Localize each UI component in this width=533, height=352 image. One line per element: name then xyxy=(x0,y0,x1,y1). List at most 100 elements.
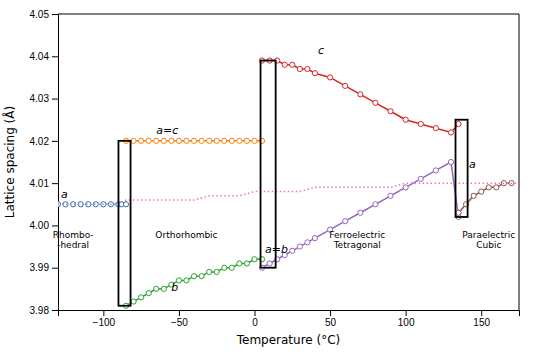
point xyxy=(191,274,196,279)
point xyxy=(358,210,363,215)
point xyxy=(191,138,196,143)
phase-label: Orthorhombic xyxy=(155,230,217,240)
transition-box xyxy=(456,120,468,217)
tick-label: 4.05 xyxy=(30,9,50,20)
axis-line xyxy=(59,311,520,317)
tick: 3.98 xyxy=(30,305,58,316)
point xyxy=(290,62,295,67)
point xyxy=(131,299,136,304)
tick-mark xyxy=(254,310,255,316)
tick: 0 xyxy=(252,310,258,328)
axis-line xyxy=(52,15,59,311)
point xyxy=(222,265,227,270)
line xyxy=(126,259,262,306)
point xyxy=(456,121,461,126)
point xyxy=(237,261,242,266)
point xyxy=(214,269,219,274)
point xyxy=(373,100,378,105)
point xyxy=(237,138,242,143)
point xyxy=(418,176,423,181)
frame xyxy=(519,14,520,310)
tick-mark xyxy=(481,310,482,316)
point xyxy=(297,244,302,249)
point xyxy=(222,138,227,143)
point xyxy=(448,130,453,135)
tick-mark xyxy=(52,183,58,184)
phase-label: FerroelectricTetragonal xyxy=(329,230,385,250)
point xyxy=(214,138,219,143)
tick: 4.02 xyxy=(30,136,58,147)
tick-label: −50 xyxy=(171,317,188,328)
phase-label: Rhombo--hedral xyxy=(53,230,94,250)
markers xyxy=(123,138,264,143)
point xyxy=(312,71,317,76)
point xyxy=(146,138,151,143)
point xyxy=(327,75,332,80)
line xyxy=(58,183,519,204)
point xyxy=(154,286,159,291)
y-axis: 3.98 3.99 4.00 4.01 4.02 4.03 4.04 4.05 xyxy=(30,9,59,316)
tick-mark xyxy=(52,56,58,57)
tick-label: 150 xyxy=(473,317,490,328)
point xyxy=(184,138,189,143)
transition-box xyxy=(261,61,276,268)
point xyxy=(290,248,295,253)
tick-mark xyxy=(52,268,58,269)
curve-label: b xyxy=(171,281,178,294)
point xyxy=(184,278,189,283)
plot: −100−500501001503.983.994.004.014.024.03… xyxy=(30,9,520,328)
tick-mark xyxy=(52,225,58,226)
point xyxy=(403,185,408,190)
tick: −100 xyxy=(93,310,116,328)
markers xyxy=(259,58,461,135)
y-axis-title: Lattice spacing (Å) xyxy=(2,106,17,218)
point xyxy=(358,92,363,97)
line xyxy=(459,183,512,213)
point xyxy=(93,202,98,207)
point xyxy=(479,189,484,194)
curve-label: a=b xyxy=(265,243,288,256)
tick-label: 4.00 xyxy=(30,220,50,231)
point xyxy=(343,83,348,88)
tick-mark xyxy=(103,310,104,316)
point xyxy=(161,138,166,143)
point xyxy=(403,117,408,122)
point xyxy=(433,126,438,131)
point xyxy=(456,210,461,215)
point xyxy=(199,138,204,143)
tick-label: 4.01 xyxy=(30,178,50,189)
markers xyxy=(123,257,264,309)
annotations: Rhombo--hedral Orthorhombic FerroelectricT… xyxy=(53,44,516,294)
point xyxy=(139,295,144,300)
point xyxy=(471,193,476,198)
tick: 3.99 xyxy=(30,262,58,273)
point xyxy=(388,193,393,198)
point xyxy=(244,261,249,266)
tick-mark xyxy=(406,310,407,316)
point xyxy=(207,138,212,143)
tick: 4.01 xyxy=(30,178,58,189)
tick: 4.03 xyxy=(30,93,58,104)
point xyxy=(131,138,136,143)
point xyxy=(244,138,249,143)
point xyxy=(305,240,310,245)
point xyxy=(418,121,423,126)
point xyxy=(388,109,393,114)
point xyxy=(343,219,348,224)
point xyxy=(312,236,317,241)
frame xyxy=(58,14,519,15)
tick: 4.05 xyxy=(30,9,58,20)
tick: 4.04 xyxy=(30,51,58,62)
point xyxy=(161,286,166,291)
point xyxy=(229,138,234,143)
tick-mark xyxy=(52,14,58,15)
tick-label: −100 xyxy=(93,317,116,328)
point xyxy=(169,138,174,143)
tick-mark xyxy=(52,310,58,311)
point xyxy=(448,159,453,164)
curve-label: a xyxy=(61,188,68,201)
tick-mark xyxy=(52,99,58,100)
tick-mark xyxy=(179,310,180,316)
line xyxy=(262,61,458,133)
tick-label: 3.99 xyxy=(30,262,50,273)
